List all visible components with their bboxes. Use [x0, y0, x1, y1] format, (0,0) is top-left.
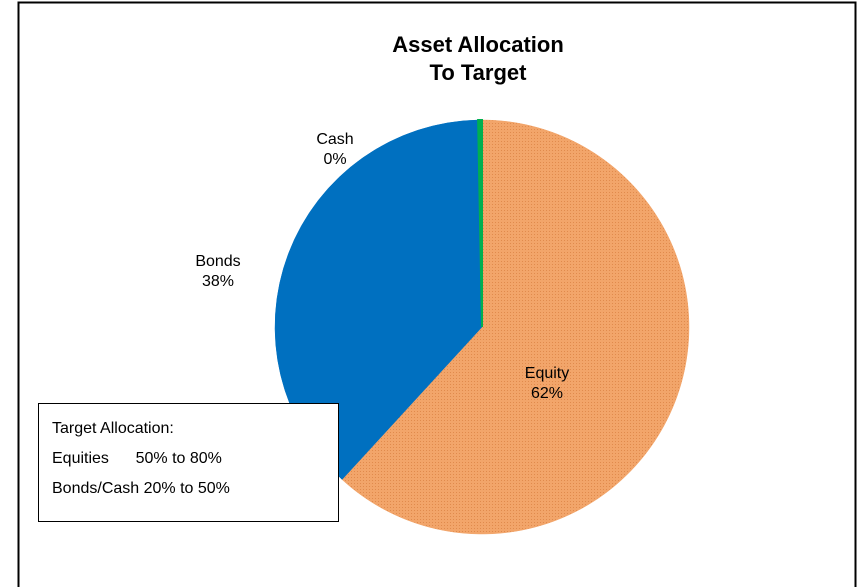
annotation: Equities 50% to 80% [52, 450, 222, 467]
value-label: 62% [531, 385, 563, 402]
slice-label: Equity [525, 365, 569, 382]
annotation-box [38, 403, 339, 522]
annotation: Bonds/Cash 20% to 50% [52, 480, 230, 497]
annotation: Target Allocation: [52, 420, 174, 437]
pie-slice [477, 118, 483, 328]
value-label: 0% [323, 151, 346, 168]
slice-label: Bonds [195, 253, 240, 270]
chart-title: Asset Allocation [392, 32, 564, 57]
pie [274, 118, 690, 535]
chart-title: To Target [430, 60, 528, 85]
slice-label: Cash [316, 131, 353, 148]
pie-slice [341, 119, 690, 535]
value-label: 38% [202, 273, 234, 290]
